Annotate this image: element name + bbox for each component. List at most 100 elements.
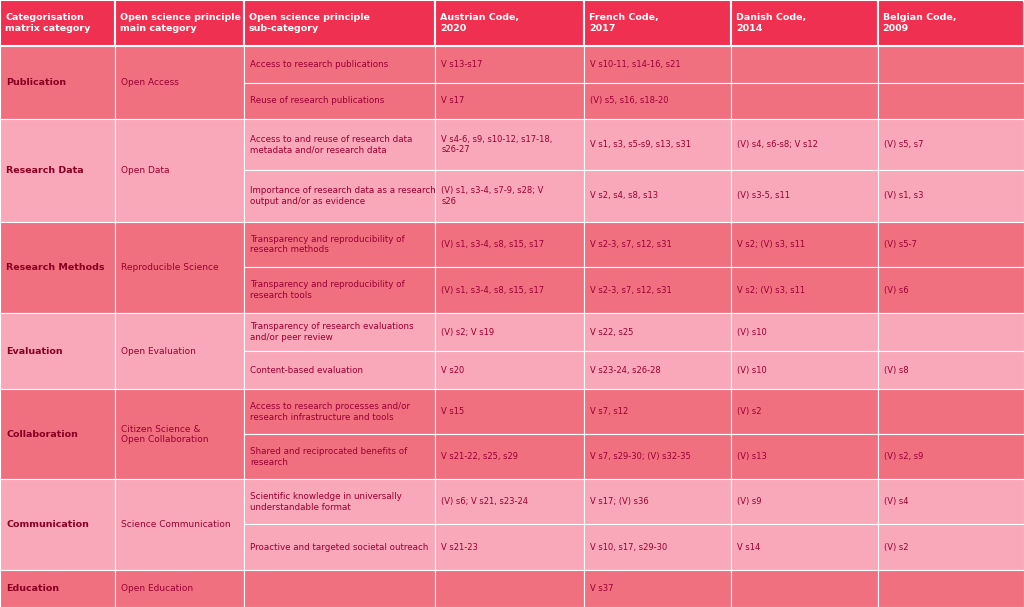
- Bar: [0, 313, 115, 389]
- Bar: [584, 313, 731, 351]
- Text: Transparency and reproducibility of
research tools: Transparency and reproducibility of rese…: [250, 280, 404, 300]
- Bar: [584, 435, 731, 480]
- Text: Education: Education: [6, 584, 59, 593]
- Text: Open science principle
sub-category: Open science principle sub-category: [249, 13, 370, 33]
- Text: (V) s2, s9: (V) s2, s9: [884, 452, 923, 461]
- Text: (V) s2: (V) s2: [737, 407, 762, 416]
- Bar: [244, 119, 435, 170]
- Text: (V) s5-7: (V) s5-7: [884, 240, 916, 249]
- Text: Austrian Code,
2020: Austrian Code, 2020: [440, 13, 519, 33]
- Bar: [731, 267, 878, 313]
- Text: Reuse of research publications: Reuse of research publications: [250, 97, 384, 105]
- Bar: [878, 170, 1024, 222]
- Bar: [0, 119, 115, 222]
- Bar: [878, 435, 1024, 480]
- Bar: [244, 222, 435, 267]
- Bar: [878, 83, 1024, 119]
- Bar: [0, 46, 115, 119]
- Bar: [244, 351, 435, 389]
- Text: (V) s2: (V) s2: [884, 543, 908, 552]
- Text: Transparency and reproducibility of
research methods: Transparency and reproducibility of rese…: [250, 235, 404, 254]
- Text: Science Communication: Science Communication: [121, 520, 230, 529]
- Bar: [878, 480, 1024, 524]
- Text: Content-based evaluation: Content-based evaluation: [250, 366, 362, 375]
- Text: Reproducible Science: Reproducible Science: [121, 263, 218, 272]
- Text: V s17; (V) s36: V s17; (V) s36: [590, 498, 648, 506]
- Bar: [878, 46, 1024, 83]
- Text: French Code,
2017: French Code, 2017: [589, 13, 658, 33]
- Bar: [244, 313, 435, 351]
- Bar: [878, 119, 1024, 170]
- Text: V s17: V s17: [441, 97, 465, 105]
- Bar: [435, 170, 584, 222]
- Bar: [878, 222, 1024, 267]
- Text: Evaluation: Evaluation: [6, 347, 62, 356]
- Text: (V) s4, s6-s8; V s12: (V) s4, s6-s8; V s12: [737, 140, 818, 149]
- Text: V s2-3, s7, s12, s31: V s2-3, s7, s12, s31: [590, 286, 672, 294]
- Text: V s7, s29-30; (V) s32-35: V s7, s29-30; (V) s32-35: [590, 452, 690, 461]
- Text: V s13-s17: V s13-s17: [441, 60, 482, 69]
- Bar: [244, 0, 435, 46]
- Text: V s21-22, s25, s29: V s21-22, s25, s29: [441, 452, 518, 461]
- Text: V s10, s17, s29-30: V s10, s17, s29-30: [590, 543, 667, 552]
- Bar: [584, 0, 731, 46]
- Text: (V) s1, s3-4, s8, s15, s17: (V) s1, s3-4, s8, s15, s17: [441, 286, 545, 294]
- Text: V s7, s12: V s7, s12: [590, 407, 628, 416]
- Bar: [584, 569, 731, 607]
- Bar: [878, 0, 1024, 46]
- Text: (V) s6: (V) s6: [884, 286, 908, 294]
- Bar: [115, 119, 244, 222]
- Text: Access to and reuse of research data
metadata and/or research data: Access to and reuse of research data met…: [250, 135, 413, 154]
- Text: (V) s10: (V) s10: [737, 366, 767, 375]
- Bar: [731, 0, 878, 46]
- Bar: [115, 569, 244, 607]
- Text: (V) s3-5, s11: (V) s3-5, s11: [737, 191, 791, 200]
- Text: Publication: Publication: [6, 78, 67, 87]
- Text: Open Evaluation: Open Evaluation: [121, 347, 196, 356]
- Text: (V) s8: (V) s8: [884, 366, 908, 375]
- Bar: [731, 435, 878, 480]
- Text: Communication: Communication: [6, 520, 89, 529]
- Bar: [435, 119, 584, 170]
- Bar: [244, 170, 435, 222]
- Bar: [878, 524, 1024, 569]
- Text: (V) s4: (V) s4: [884, 498, 908, 506]
- Bar: [731, 46, 878, 83]
- Bar: [435, 569, 584, 607]
- Bar: [435, 313, 584, 351]
- Bar: [244, 267, 435, 313]
- Bar: [0, 569, 115, 607]
- Bar: [731, 569, 878, 607]
- Bar: [584, 524, 731, 569]
- Text: V s21-23: V s21-23: [441, 543, 478, 552]
- Text: Open Education: Open Education: [121, 584, 193, 593]
- Bar: [115, 480, 244, 569]
- Bar: [244, 569, 435, 607]
- Text: (V) s1, s3: (V) s1, s3: [884, 191, 924, 200]
- Bar: [435, 83, 584, 119]
- Bar: [584, 83, 731, 119]
- Bar: [435, 0, 584, 46]
- Bar: [731, 313, 878, 351]
- Text: Research Methods: Research Methods: [6, 263, 104, 272]
- Bar: [435, 435, 584, 480]
- Text: Open Data: Open Data: [121, 166, 169, 175]
- Text: (V) s13: (V) s13: [737, 452, 767, 461]
- Bar: [584, 46, 731, 83]
- Bar: [435, 389, 584, 435]
- Bar: [731, 351, 878, 389]
- Bar: [115, 389, 244, 480]
- Bar: [435, 267, 584, 313]
- Text: Collaboration: Collaboration: [6, 430, 78, 439]
- Bar: [878, 351, 1024, 389]
- Bar: [115, 222, 244, 313]
- Text: Shared and reciprocated benefits of
research: Shared and reciprocated benefits of rese…: [250, 447, 408, 467]
- Text: V s1, s3, s5-s9, s13, s31: V s1, s3, s5-s9, s13, s31: [590, 140, 691, 149]
- Text: V s2-3, s7, s12, s31: V s2-3, s7, s12, s31: [590, 240, 672, 249]
- Text: V s14: V s14: [737, 543, 761, 552]
- Text: V s20: V s20: [441, 366, 465, 375]
- Bar: [584, 119, 731, 170]
- Text: Importance of research data as a research
output and/or as evidence: Importance of research data as a researc…: [250, 186, 435, 206]
- Bar: [244, 480, 435, 524]
- Text: Scientific knowledge in universally
understandable format: Scientific knowledge in universally unde…: [250, 492, 401, 512]
